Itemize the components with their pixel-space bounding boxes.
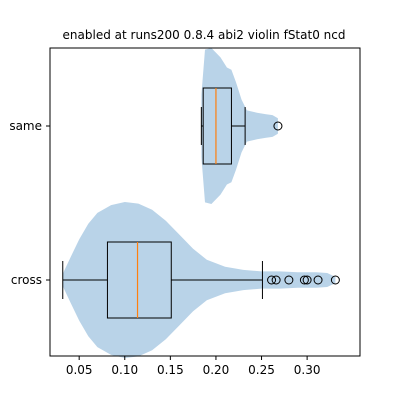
axes-layer: 0.05 0.10 0.15 0.20 0.25 0.30 same cross xyxy=(9,47,361,377)
x-tick-label: 0.20 xyxy=(203,363,230,377)
outlier-cross-3 xyxy=(299,275,309,285)
chart-title: enabled at runs200 0.8.4 abi2 violin fSt… xyxy=(63,28,346,42)
outlier-cross-6 xyxy=(330,275,340,285)
x-tick-label: 0.25 xyxy=(248,363,275,377)
y-tick-label: same xyxy=(9,119,42,133)
y-tick-label: cross xyxy=(11,273,42,287)
outlier-cross-0 xyxy=(267,275,277,285)
outlier-cross-1 xyxy=(271,275,281,285)
box-cross xyxy=(106,241,172,319)
x-tick-label: 0.10 xyxy=(111,363,138,377)
boxplots-layer xyxy=(62,87,340,319)
box-same xyxy=(202,87,232,165)
outlier-same-0 xyxy=(273,121,283,131)
x-tick-label: 0.05 xyxy=(66,363,93,377)
violins-layer xyxy=(62,48,336,358)
outlier-cross-5 xyxy=(313,275,323,285)
plot-frame xyxy=(49,47,361,357)
outlier-cross-2 xyxy=(284,275,294,285)
x-tick-label: 0.15 xyxy=(157,363,184,377)
x-tick-label: 0.30 xyxy=(294,363,321,377)
outlier-cross-4 xyxy=(302,275,312,285)
